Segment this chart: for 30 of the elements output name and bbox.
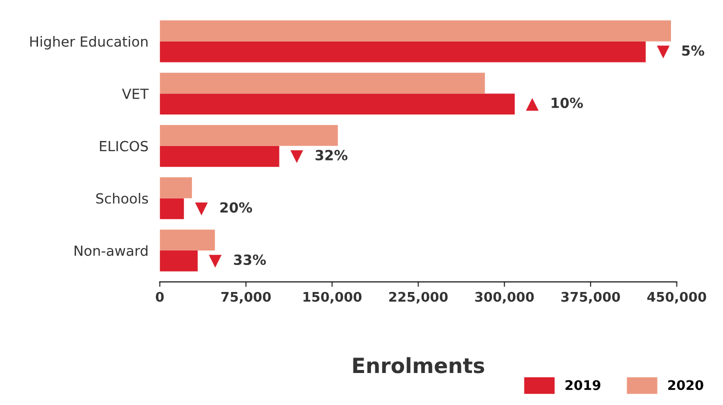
bar	[160, 250, 198, 272]
bar	[160, 146, 280, 167]
bar	[160, 198, 184, 220]
x-tick-label: 0	[156, 292, 164, 302]
x-tick-label: 375,000	[561, 292, 620, 304]
x-tick-label: 150,000	[304, 292, 362, 304]
annotation: ▼ 5%	[656, 45, 704, 58]
legend-label: 2020	[668, 380, 704, 390]
annotation: ▼ 20%	[195, 202, 252, 216]
bar	[160, 41, 646, 62]
x-tick-label: 225,000	[389, 292, 448, 304]
y-tick-label: ELICOS	[100, 140, 148, 152]
annotation: ▲ 10%	[526, 98, 583, 111]
bar	[160, 177, 192, 198]
y-tick-label: Schools	[96, 192, 148, 204]
x-axis-title: Enrolments	[353, 357, 484, 374]
bar	[160, 230, 215, 250]
bar	[160, 124, 338, 146]
y-tick-label: Non-award	[74, 245, 148, 256]
y-tick-label: Higher Education	[30, 36, 148, 50]
y-tick-label: VET	[122, 88, 149, 99]
x-tick-label: 75,000	[221, 292, 271, 304]
legend-label: 2019	[566, 380, 600, 390]
x-tick-label: 450,000	[647, 292, 706, 304]
annotation: ▼ 32%	[290, 150, 348, 164]
bar	[160, 72, 485, 94]
bar	[160, 20, 671, 42]
bar	[160, 94, 515, 115]
x-tick-label: 300,000	[475, 292, 534, 304]
annotation: ▼ 33%	[208, 254, 266, 268]
